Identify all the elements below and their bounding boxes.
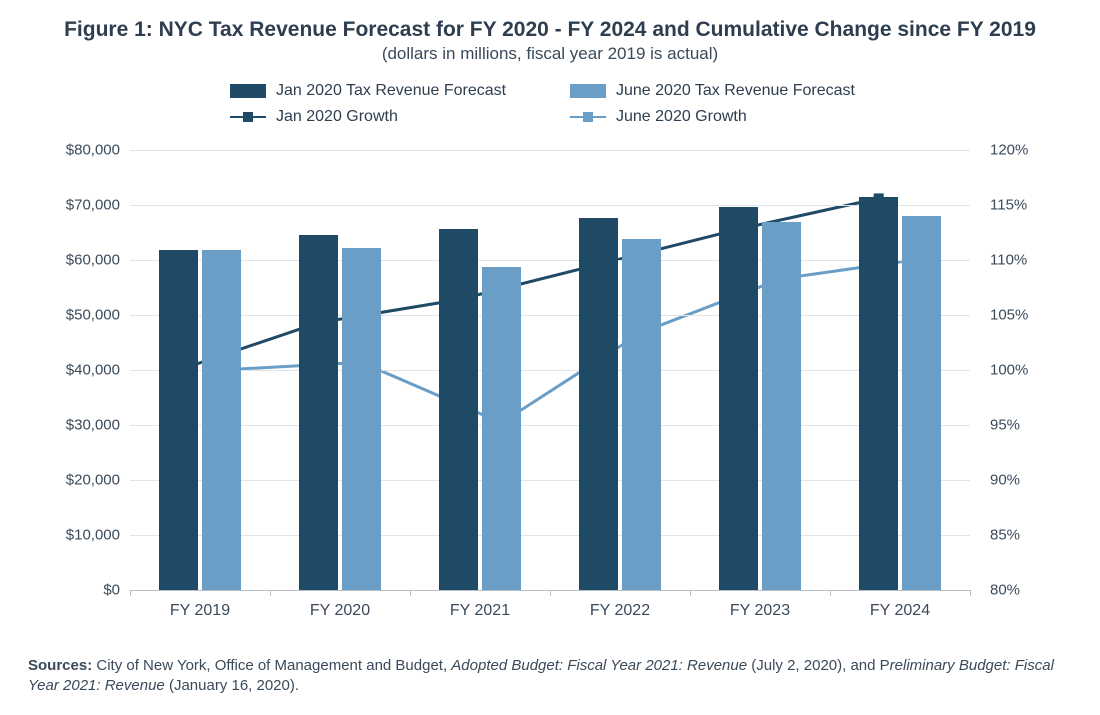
bar-jan2020_revenue [719, 207, 758, 590]
bar-june2020_revenue [482, 267, 521, 590]
y-axis-right-label: 110% [990, 252, 1050, 269]
legend-swatch-bar [230, 84, 266, 98]
y-axis-right-label: 105% [990, 307, 1050, 324]
x-tick [550, 590, 551, 596]
y-axis-right-label: 85% [990, 527, 1050, 544]
legend-label: June 2020 Growth [616, 108, 747, 126]
bar-june2020_revenue [342, 248, 381, 590]
sources-label: Sources: [28, 657, 92, 674]
bar-jan2020_revenue [299, 235, 338, 590]
y-axis-right-label: 120% [990, 142, 1050, 159]
y-axis-right-label: 95% [990, 417, 1050, 434]
gridline [130, 480, 970, 481]
y-axis-left-label: $0 [50, 582, 120, 599]
x-tick [130, 590, 131, 596]
legend-swatch-line [230, 110, 266, 124]
bar-june2020_revenue [762, 222, 801, 590]
x-axis-label: FY 2023 [730, 602, 790, 620]
legend-item: June 2020 Growth [570, 108, 870, 126]
legend-label: Jan 2020 Growth [276, 108, 398, 126]
figure-subtitle: (dollars in millions, fiscal year 2019 i… [28, 44, 1072, 64]
gridline [130, 150, 970, 151]
sources-text-after: (January 16, 2020). [165, 677, 299, 694]
legend: Jan 2020 Tax Revenue Forecast June 2020 T… [200, 82, 900, 126]
x-axis-label: FY 2020 [310, 602, 370, 620]
x-tick [270, 590, 271, 596]
y-axis-left-label: $30,000 [50, 417, 120, 434]
gridline [130, 315, 970, 316]
bar-jan2020_revenue [159, 250, 198, 590]
y-axis-left-label: $80,000 [50, 142, 120, 159]
bar-june2020_revenue [902, 216, 941, 590]
y-axis-right-label: 80% [990, 582, 1050, 599]
figure-title: Figure 1: NYC Tax Revenue Forecast for F… [28, 18, 1072, 42]
x-axis-label: FY 2021 [450, 602, 510, 620]
sources-text-1: City of New York, Office of Management a… [92, 657, 451, 674]
x-tick [690, 590, 691, 596]
x-tick [970, 590, 971, 596]
bar-jan2020_revenue [579, 218, 618, 590]
y-axis-right-label: 115% [990, 197, 1050, 214]
y-axis-left-label: $10,000 [50, 527, 120, 544]
legend-item: Jan 2020 Tax Revenue Forecast [230, 82, 530, 100]
plot-area [130, 150, 970, 591]
gridline [130, 370, 970, 371]
bar-jan2020_revenue [439, 229, 478, 590]
x-axis-label: FY 2024 [870, 602, 930, 620]
legend-item: June 2020 Tax Revenue Forecast [570, 82, 870, 100]
bar-june2020_revenue [622, 239, 661, 590]
bar-june2020_revenue [202, 250, 241, 590]
x-axis-label: FY 2022 [590, 602, 650, 620]
sources-text-mid: (July 2, 2020), and P [747, 657, 890, 674]
sources-note: Sources: City of New York, Office of Man… [28, 656, 1072, 697]
gridline [130, 205, 970, 206]
y-axis-left-label: $60,000 [50, 252, 120, 269]
sources-italic-1: Adopted Budget: Fiscal Year 2021: Revenu… [451, 657, 747, 674]
y-axis-left-label: $70,000 [50, 197, 120, 214]
legend-item: Jan 2020 Growth [230, 108, 530, 126]
chart: $0 $10,000 $20,000 $30,000 $40,000 $50,000 $60… [50, 140, 1050, 640]
y-axis-left-label: $20,000 [50, 472, 120, 489]
legend-swatch-line [570, 110, 606, 124]
legend-label: Jan 2020 Tax Revenue Forecast [276, 82, 506, 100]
y-axis-left-label: $40,000 [50, 362, 120, 379]
y-axis-left-label: $50,000 [50, 307, 120, 324]
y-axis-right-label: 90% [990, 472, 1050, 489]
legend-label: June 2020 Tax Revenue Forecast [616, 82, 855, 100]
x-axis-label: FY 2019 [170, 602, 230, 620]
gridline [130, 260, 970, 261]
figure-container: Figure 1: NYC Tax Revenue Forecast for F… [0, 0, 1100, 715]
legend-swatch-bar [570, 84, 606, 98]
y-axis-right-label: 100% [990, 362, 1050, 379]
gridline [130, 425, 970, 426]
x-tick [410, 590, 411, 596]
gridline [130, 535, 970, 536]
x-tick [830, 590, 831, 596]
bar-jan2020_revenue [859, 197, 898, 590]
